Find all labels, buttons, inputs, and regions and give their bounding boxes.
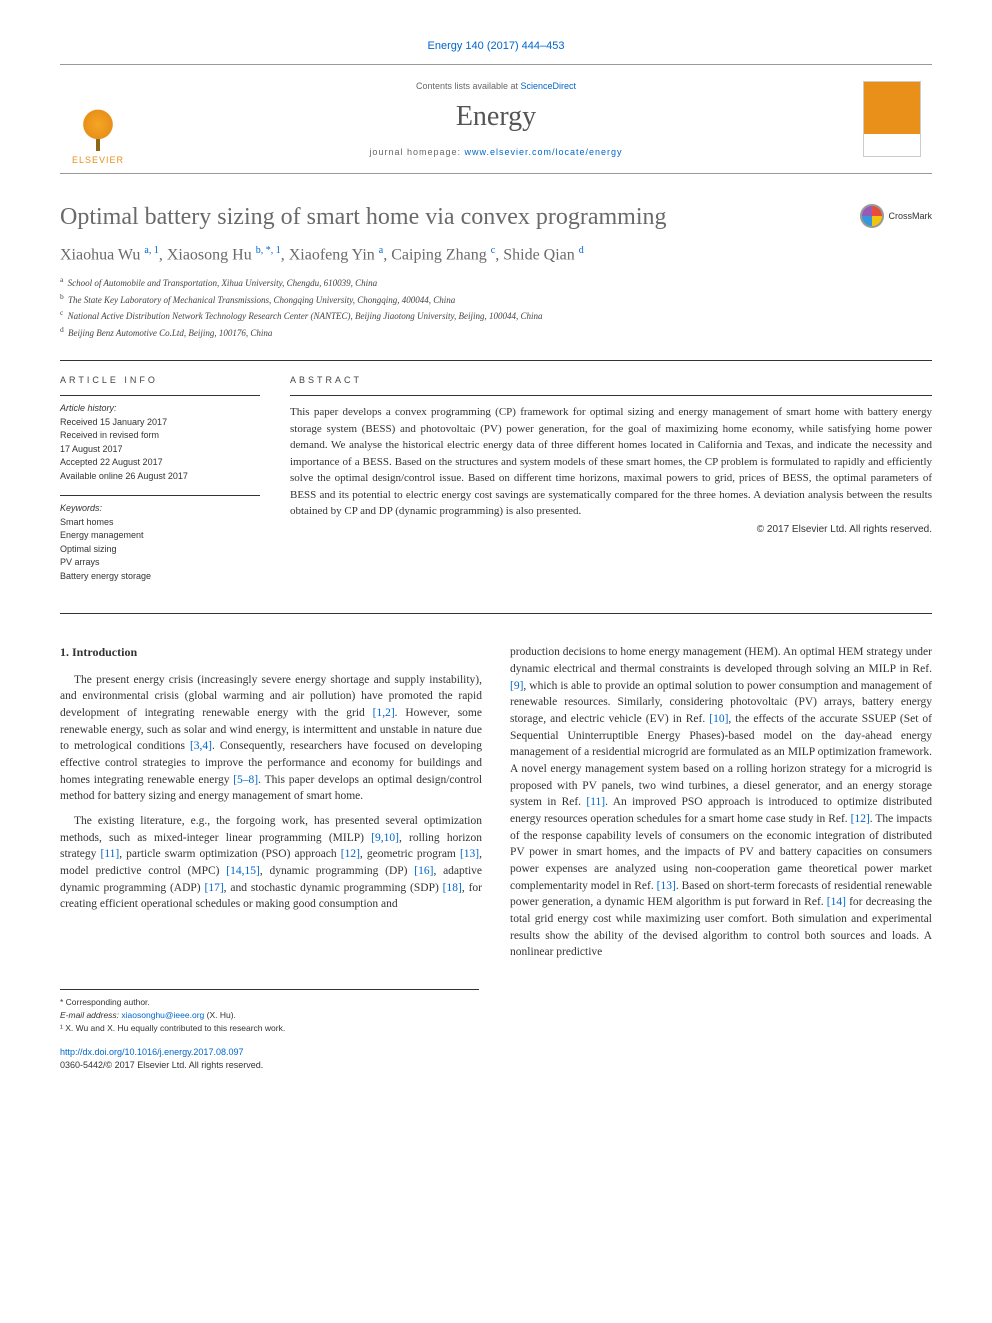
keywords-label: Keywords: <box>60 502 260 516</box>
article-info-column: ARTICLE INFO Article history: Received 1… <box>60 375 260 595</box>
publisher-logo-area: ELSEVIER <box>60 65 140 173</box>
info-abstract-row: ARTICLE INFO Article history: Received 1… <box>60 360 932 614</box>
abstract-column: ABSTRACT This paper develops a convex pr… <box>290 375 932 595</box>
issn-copyright: 0360-5442/© 2017 Elsevier Ltd. All right… <box>60 1060 263 1070</box>
email-suffix: (X. Hu). <box>204 1010 236 1020</box>
history-line: Accepted 22 August 2017 <box>60 456 260 470</box>
crossmark-icon <box>860 204 884 228</box>
intro-para-2: The existing literature, e.g., the forgo… <box>60 813 482 913</box>
reference-link[interactable]: [5–8] <box>233 774 258 786</box>
body-column-left: 1. Introduction The present energy crisi… <box>60 644 482 969</box>
affiliations: a School of Automobile and Transportatio… <box>60 274 932 340</box>
doi-footer: http://dx.doi.org/10.1016/j.energy.2017.… <box>60 1046 932 1071</box>
authors-line: Xiaohua Wu a, 1, Xiaosong Hu b, *, 1, Xi… <box>60 245 932 264</box>
keyword-line: Optimal sizing <box>60 543 260 557</box>
history-line: Received 15 January 2017 <box>60 416 260 430</box>
elsevier-text: ELSEVIER <box>72 155 124 165</box>
body-column-right: production decisions to home energy mana… <box>510 644 932 969</box>
body-columns: 1. Introduction The present energy crisi… <box>60 644 932 969</box>
elsevier-logo[interactable]: ELSEVIER <box>68 95 128 165</box>
reference-link[interactable]: [18] <box>443 882 462 894</box>
intro-para-3: production decisions to home energy mana… <box>510 644 932 961</box>
reference-link[interactable]: [9] <box>510 680 523 692</box>
history-line: Available online 26 August 2017 <box>60 470 260 484</box>
email-line: E-mail address: xiaosonghu@ieee.org (X. … <box>60 1009 479 1022</box>
email-label: E-mail address: <box>60 1010 121 1020</box>
email-link[interactable]: xiaosonghu@ieee.org <box>121 1010 204 1020</box>
reference-link[interactable]: [17] <box>204 882 223 894</box>
article-history-block: Article history: Received 15 January 201… <box>60 395 260 483</box>
keyword-line: Battery energy storage <box>60 570 260 584</box>
reference-link[interactable]: [1,2] <box>373 707 395 719</box>
reference-link[interactable]: [14] <box>827 896 846 908</box>
citation-header: Energy 140 (2017) 444–453 <box>60 40 932 52</box>
affiliation-line: b The State Key Laboratory of Mechanical… <box>60 291 932 308</box>
contents-line: Contents lists available at ScienceDirec… <box>140 81 852 91</box>
abstract-copyright: © 2017 Elsevier Ltd. All rights reserved… <box>290 524 932 535</box>
abstract-heading: ABSTRACT <box>290 375 932 385</box>
intro-para-1: The present energy crisis (increasingly … <box>60 672 482 805</box>
reference-link[interactable]: [9,10] <box>371 832 399 844</box>
article-info-heading: ARTICLE INFO <box>60 375 260 385</box>
homepage-link[interactable]: www.elsevier.com/locate/energy <box>465 147 623 157</box>
affiliation-line: c National Active Distribution Network T… <box>60 307 932 324</box>
reference-link[interactable]: [14,15] <box>226 865 260 877</box>
crossmark-label: CrossMark <box>888 211 932 221</box>
contents-prefix: Contents lists available at <box>416 81 521 91</box>
corresponding-author-note: * Corresponding author. <box>60 996 479 1009</box>
keyword-line: Smart homes <box>60 516 260 530</box>
affiliation-line: a School of Automobile and Transportatio… <box>60 274 932 291</box>
reference-link[interactable]: [11] <box>100 848 119 860</box>
reference-link[interactable]: [10] <box>709 713 728 725</box>
abstract-text: This paper develops a convex programming… <box>290 395 932 520</box>
journal-cover-thumbnail[interactable] <box>863 81 921 157</box>
keyword-line: Energy management <box>60 529 260 543</box>
history-line: Received in revised form <box>60 429 260 443</box>
reference-link[interactable]: [13] <box>460 848 479 860</box>
reference-link[interactable]: [12] <box>341 848 360 860</box>
journal-cover-area <box>852 65 932 173</box>
equal-contribution-note: ¹ X. Wu and X. Hu equally contributed to… <box>60 1022 479 1035</box>
reference-link[interactable]: [11] <box>586 796 605 808</box>
crossmark-badge[interactable]: CrossMark <box>860 204 932 228</box>
reference-link[interactable]: [16] <box>414 865 433 877</box>
keyword-line: PV arrays <box>60 556 260 570</box>
history-label: Article history: <box>60 402 260 416</box>
journal-banner: ELSEVIER Contents lists available at Sci… <box>60 64 932 174</box>
reference-link[interactable]: [12] <box>851 813 870 825</box>
journal-name: Energy <box>140 101 852 133</box>
homepage-prefix: journal homepage: <box>369 147 464 157</box>
keywords-block: Keywords: Smart homesEnergy managementOp… <box>60 495 260 583</box>
homepage-line: journal homepage: www.elsevier.com/locat… <box>140 147 852 157</box>
footnotes: * Corresponding author. E-mail address: … <box>60 989 479 1034</box>
elsevier-tree-icon <box>76 109 120 153</box>
reference-link[interactable]: [3,4] <box>190 740 212 752</box>
history-line: 17 August 2017 <box>60 443 260 457</box>
doi-link[interactable]: http://dx.doi.org/10.1016/j.energy.2017.… <box>60 1047 243 1057</box>
reference-link[interactable]: [13] <box>657 880 676 892</box>
affiliation-line: d Beijing Benz Automotive Co.Ltd, Beijin… <box>60 324 932 341</box>
section-heading-intro: 1. Introduction <box>60 644 482 661</box>
banner-center: Contents lists available at ScienceDirec… <box>140 65 852 173</box>
sciencedirect-link[interactable]: ScienceDirect <box>521 81 577 91</box>
article-title: Optimal battery sizing of smart home via… <box>60 204 667 231</box>
